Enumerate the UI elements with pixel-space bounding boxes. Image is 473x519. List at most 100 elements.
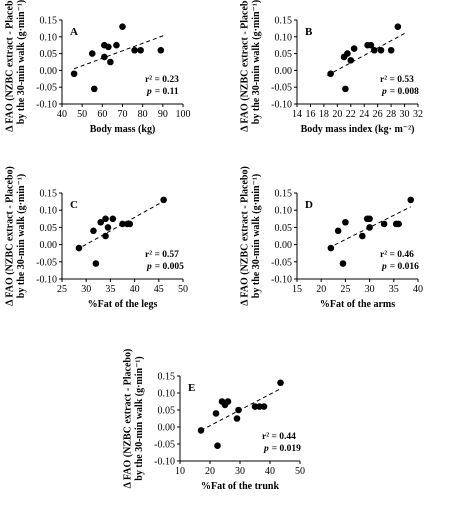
p-value: = 0.11 — [155, 87, 179, 97]
data-point — [366, 224, 373, 231]
data-point — [137, 46, 144, 54]
p-value: = 0.016 — [390, 262, 419, 272]
p-value: = 0.005 — [155, 262, 184, 272]
r-squared-label: r² = 0.44 — [262, 432, 296, 442]
data-point — [327, 244, 335, 252]
y-tick-label: 0.10 — [275, 32, 293, 43]
x-tick-label: 40 — [265, 466, 275, 477]
y-tick-label: 0.00 — [275, 66, 293, 77]
x-tick-label: 16 — [305, 109, 315, 120]
y-tick-label: 0.00 — [275, 240, 293, 251]
data-point — [377, 46, 385, 54]
y-tick-label: 0.05 — [40, 223, 58, 234]
y-axis-label: Δ FAO (NZBC extract - Placebo)by the 30-… — [123, 349, 146, 489]
x-tick-label: 40 — [130, 284, 140, 295]
x-tick-label: 20 — [316, 284, 326, 295]
panel-a: 40 50 60 70 80 90 100 -0.10 -0.05 0.00 0.05 0.10 0.1… — [5, 0, 191, 135]
panel-letter: E — [188, 382, 195, 394]
data-point — [107, 58, 114, 66]
y-tick-label: 0.05 — [158, 406, 176, 417]
y-axis-label-line-1: Δ FAO (NZBC extract - Placebo) — [5, 0, 16, 132]
y-tick-label: -0.05 — [154, 440, 175, 451]
data-point — [90, 85, 98, 93]
data-point — [157, 46, 165, 54]
y-tick-label: 0.05 — [40, 49, 58, 60]
panel-letter: D — [305, 199, 313, 211]
x-axis-label: %Fat of the legs — [88, 299, 158, 310]
p-symbol: p — [146, 262, 152, 272]
x-tick-label: 30 — [365, 284, 375, 295]
data-point — [334, 227, 342, 235]
x-tick-label: 90 — [158, 109, 168, 120]
y-axis-label-line-2: by the 30-min walk (g·min⁻¹) — [16, 174, 27, 298]
p-symbol: p — [381, 262, 387, 272]
data-point — [277, 379, 284, 387]
data-point — [235, 406, 242, 414]
x-tick-label: 100 — [176, 109, 191, 120]
r-squared-label: r² = 0.57 — [145, 250, 179, 260]
x-tick-label: 45 — [154, 284, 164, 295]
x-tick-label: 30 — [81, 284, 91, 295]
data-point — [102, 232, 109, 240]
data-point — [92, 260, 100, 267]
y-tick-label: -0.05 — [36, 83, 57, 94]
data-point — [90, 227, 97, 235]
y-tick-label: 0.10 — [158, 389, 176, 400]
y-tick-label: 0.15 — [275, 16, 293, 27]
p-value-label: p = 0.019 — [263, 444, 301, 454]
x-tick-label: 60 — [97, 109, 107, 120]
panel-d: 15 20 25 30 35 40 -0.10 -0.05 0.00 0.05 0.10 0.15 %F… — [240, 166, 424, 310]
data-point — [371, 46, 378, 54]
p-symbol: p — [146, 87, 152, 97]
y-tick-label: -0.05 — [271, 257, 292, 268]
y-tick-label: -0.10 — [271, 275, 292, 286]
y-axis-label-line-1: Δ FAO (NZBC extract - Placebo) — [123, 349, 134, 489]
p-value-label: p = 0.008 — [381, 87, 419, 97]
data-point — [347, 57, 355, 64]
y-tick-label: 0.15 — [40, 16, 58, 27]
data-point — [119, 23, 126, 31]
panel-letter: B — [305, 26, 313, 38]
p-value-label: p = 0.11 — [146, 87, 179, 97]
data-point — [131, 46, 138, 54]
data-point — [387, 46, 395, 54]
y-tick-label: -0.10 — [36, 275, 57, 286]
data-point — [113, 41, 120, 49]
x-tick-label: 14 — [292, 109, 302, 120]
x-tick-label: 50 — [178, 284, 188, 295]
data-point — [197, 427, 205, 434]
y-tick-label: -0.10 — [36, 100, 57, 111]
data-point — [212, 410, 220, 417]
data-point — [344, 50, 351, 57]
data-point — [342, 218, 349, 226]
data-point — [327, 70, 334, 78]
x-axis-label: %Fat of the arms — [320, 299, 395, 310]
data-point — [366, 215, 373, 223]
x-tick-label: 20 — [205, 466, 215, 477]
y-tick-label: 0.15 — [40, 189, 58, 200]
x-tick-label: 22 — [346, 109, 356, 120]
y-tick-label: 0.00 — [40, 66, 58, 77]
y-tick-label: -0.10 — [271, 100, 292, 111]
data-point — [70, 70, 78, 78]
x-tick-label: 50 — [295, 466, 305, 477]
x-tick-label: 26 — [373, 109, 383, 120]
r-squared-label: r² = 0.53 — [380, 75, 414, 85]
data-point — [233, 415, 241, 422]
y-tick-label: 0.15 — [275, 189, 293, 200]
data-point — [97, 218, 105, 226]
y-axis-label-line-2: by the 30-min walk (g·min⁻¹) — [134, 356, 145, 480]
r-squared-label: r² = 0.46 — [380, 250, 414, 260]
p-symbol: p — [263, 444, 269, 454]
data-point — [367, 41, 375, 49]
y-axis-label-line-2: by the 30-min walk (g·min⁻¹) — [251, 0, 262, 124]
data-point — [101, 53, 108, 61]
x-axis-label: Body mass (kg) — [90, 124, 156, 135]
x-tick-label: 32 — [413, 109, 423, 120]
p-symbol: p — [381, 87, 387, 97]
x-tick-label: 18 — [319, 109, 329, 120]
data-point — [119, 220, 126, 228]
data-point — [407, 196, 415, 204]
panel-c: 25 30 35 40 45 50 -0.10 -0.05 0.00 0.05 0.10 0.15 %F… — [5, 166, 189, 310]
y-tick-label: 0.00 — [158, 423, 176, 434]
